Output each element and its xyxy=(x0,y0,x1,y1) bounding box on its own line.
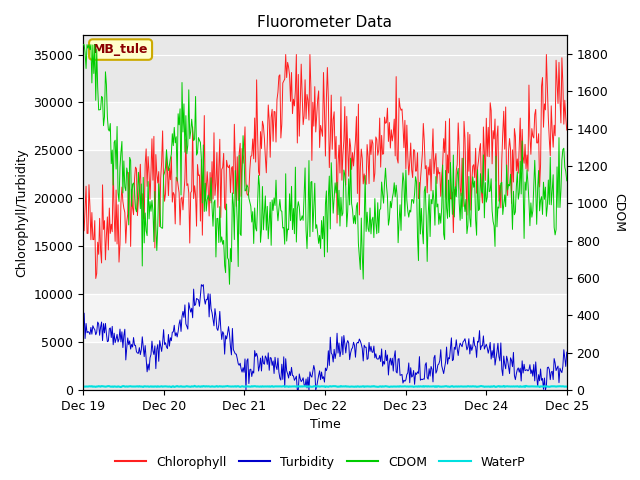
Y-axis label: Chlorophyll/Turbidity: Chlorophyll/Turbidity xyxy=(15,148,28,277)
Title: Fluorometer Data: Fluorometer Data xyxy=(257,15,392,30)
Y-axis label: CDOM: CDOM xyxy=(612,193,625,232)
Bar xyxy=(83,294,567,342)
Text: MB_tule: MB_tule xyxy=(93,43,148,56)
X-axis label: Time: Time xyxy=(310,419,340,432)
Legend: Chlorophyll, Turbidity, CDOM, WaterP: Chlorophyll, Turbidity, CDOM, WaterP xyxy=(109,451,531,474)
Bar xyxy=(83,198,567,246)
Bar xyxy=(83,102,567,150)
